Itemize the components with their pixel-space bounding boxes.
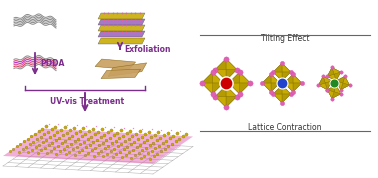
Polygon shape [282, 94, 291, 103]
Polygon shape [341, 83, 350, 90]
Polygon shape [273, 72, 282, 81]
Polygon shape [293, 74, 302, 83]
Polygon shape [202, 72, 223, 94]
Polygon shape [240, 72, 250, 83]
Polygon shape [325, 81, 332, 90]
Polygon shape [95, 59, 136, 69]
Polygon shape [240, 83, 250, 94]
Polygon shape [229, 72, 250, 94]
Text: Tilting Effect: Tilting Effect [261, 34, 309, 43]
Polygon shape [273, 85, 291, 103]
Polygon shape [327, 90, 334, 99]
Polygon shape [98, 13, 145, 19]
Text: PDDA: PDDA [40, 59, 64, 69]
Polygon shape [215, 69, 226, 80]
Polygon shape [327, 74, 336, 81]
Polygon shape [284, 83, 293, 92]
Polygon shape [215, 86, 226, 96]
Polygon shape [327, 85, 336, 92]
Polygon shape [229, 83, 240, 94]
Polygon shape [343, 76, 350, 85]
Polygon shape [262, 74, 271, 83]
Polygon shape [262, 83, 271, 92]
Polygon shape [319, 76, 325, 85]
Polygon shape [229, 72, 240, 83]
Polygon shape [98, 25, 145, 31]
Polygon shape [284, 74, 293, 83]
Polygon shape [271, 83, 280, 92]
Polygon shape [336, 76, 345, 83]
Polygon shape [226, 96, 237, 107]
Polygon shape [226, 86, 237, 96]
Polygon shape [323, 76, 332, 83]
Polygon shape [212, 72, 223, 83]
Polygon shape [262, 74, 280, 92]
Polygon shape [98, 38, 145, 44]
Polygon shape [293, 83, 302, 92]
Polygon shape [332, 67, 341, 74]
Polygon shape [327, 85, 341, 99]
Polygon shape [336, 76, 350, 90]
Text: Lattice Contraction: Lattice Contraction [248, 123, 322, 132]
Polygon shape [273, 94, 282, 103]
Polygon shape [273, 85, 282, 94]
Polygon shape [282, 72, 291, 81]
Polygon shape [327, 67, 334, 76]
Polygon shape [98, 31, 145, 37]
Polygon shape [101, 69, 141, 79]
Polygon shape [108, 63, 147, 76]
Polygon shape [212, 83, 223, 94]
Text: Exfoliation: Exfoliation [124, 44, 170, 54]
Text: UV-vis Treatment: UV-vis Treatment [50, 98, 124, 106]
Polygon shape [284, 74, 302, 92]
Polygon shape [3, 129, 193, 164]
Polygon shape [226, 59, 237, 69]
Polygon shape [282, 85, 291, 94]
Polygon shape [215, 59, 226, 69]
Polygon shape [336, 81, 343, 90]
Polygon shape [282, 63, 291, 72]
Polygon shape [273, 63, 282, 72]
Polygon shape [273, 63, 291, 81]
Polygon shape [202, 83, 212, 94]
Polygon shape [226, 69, 237, 80]
Polygon shape [319, 83, 327, 90]
Polygon shape [327, 67, 341, 81]
Polygon shape [319, 76, 332, 90]
Polygon shape [334, 85, 341, 94]
Polygon shape [202, 72, 212, 83]
Polygon shape [98, 19, 145, 25]
Polygon shape [334, 72, 341, 81]
Polygon shape [215, 96, 226, 107]
Polygon shape [332, 92, 341, 99]
Polygon shape [215, 59, 237, 80]
Polygon shape [271, 74, 280, 83]
Polygon shape [215, 86, 237, 107]
